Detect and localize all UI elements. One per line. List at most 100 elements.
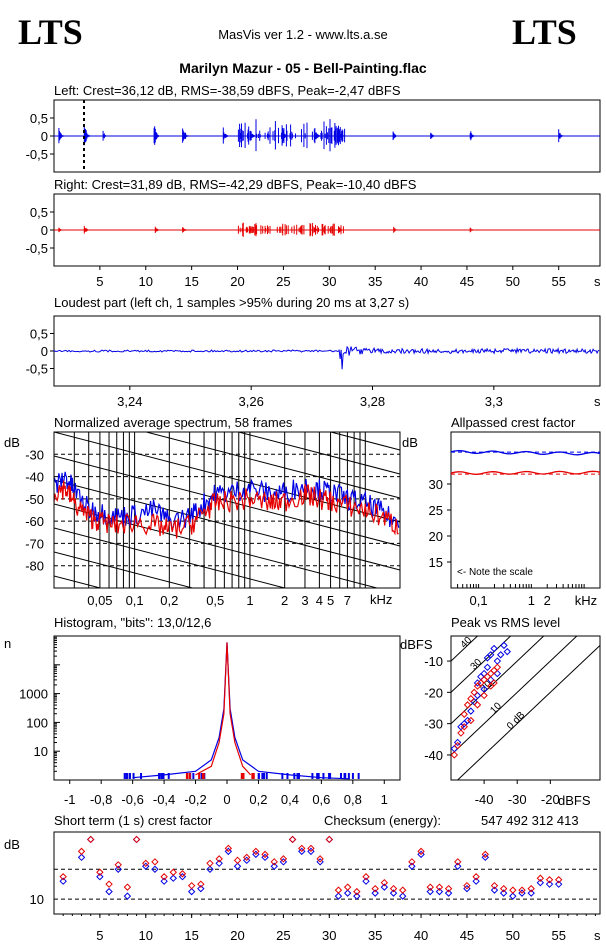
short-term-point-right [224,844,233,853]
right-waveform-ytick-label: 0 [41,223,48,238]
short-term-point-left [353,892,361,900]
short-term-point-right [206,859,214,868]
short-term-point-left [59,877,67,885]
spectrum-xtick-label: 7 [344,593,351,608]
loudest-xtick-label: 3,26 [239,394,264,409]
peak-rms-point-left [496,651,505,659]
peak-rms-point-right [490,666,498,675]
histogram-ytick-label: 1000 [19,687,48,702]
short-term-point-left [197,884,205,893]
checksum-value: 547 492 312 413 [481,813,579,828]
short-term-point-right [105,880,113,888]
short-term-point-right [261,850,269,859]
short-term-point-right [499,884,508,893]
right-waveform-signal [53,222,600,237]
peak-rms-point-right [451,751,459,759]
histogram-xtick-label: -0,6 [121,792,143,807]
short-term-point-right [279,855,288,863]
short-term-point-right [536,874,545,882]
peak-rms-point-left [490,644,498,653]
short-term-point-left [334,892,343,900]
peak-rms-point-right [460,710,468,718]
short-term-point-left [206,865,214,873]
checksum-label: Checksum (energy): [324,813,441,828]
short-term-point-right [472,873,480,881]
allpassed-series-left [450,449,601,456]
peak-rms-point-left [467,707,475,715]
short-term-point-left [499,889,508,897]
histogram-xtick-label: 0 [223,792,230,807]
short-term-xtick-label: 50 [506,928,520,943]
peak-rms-point-right [460,723,468,731]
peak-rms-point-left [451,744,459,753]
spectrum-plot-area [54,432,400,762]
histogram-ytick-label: 100 [26,715,48,730]
spectrum-ytick-label: -30 [25,447,44,462]
spectrum-slope-line [54,624,400,714]
short-term-crest-title: Short term (1 s) crest factor [54,813,213,828]
app-version: MasVis ver 1.2 - www.lts.a.se [218,27,388,42]
short-term-point-left [169,874,178,882]
short-term-point-left [408,862,416,870]
peak-rms-point-right [463,701,472,709]
spectrum-xtick-label: 1 [246,593,253,608]
short-term-point-right [160,873,168,881]
allpassed-crest-title: Allpassed crest factor [451,415,576,430]
short-term-frame [53,831,601,915]
peak-rms-ylabel: dBFS [400,637,433,652]
spectrum-xtick-label: 3 [301,593,308,608]
short-term-point-left [160,877,168,885]
allpassed-xtick-label: 1 [528,593,535,608]
short-term-point-left [554,880,563,888]
short-term-point-right [197,880,205,888]
short-term-point-left [270,862,278,870]
short-term-point-left [252,850,260,859]
allpassed-ylabel: dB [402,435,418,450]
peak-rms-diagonal [451,636,479,662]
short-term-point-left [444,889,453,897]
peak-rms-point-left [453,738,462,747]
short-term-point-right [380,878,389,887]
short-term-point-right [114,861,122,869]
short-term-point-left [536,878,545,887]
short-term-point-left [96,873,104,881]
spectrum-slope-line [144,432,400,499]
histogram-xtick-label: -0,8 [90,792,112,807]
peak-rms-diagonal [451,636,545,725]
spectrum-xtick-label: 4 [316,593,323,608]
short-term-point-right [307,844,315,853]
peak-rms-frame [450,635,601,781]
short-term-point-left [132,835,141,844]
right-waveform-xtick-label: 40 [414,274,428,289]
spectrum-slope-line [54,432,400,523]
short-term-point-right [490,881,499,890]
short-term-xtick-label: 30 [322,928,336,943]
histogram-xtick-label: 1 [381,792,388,807]
short-term-point-right [444,884,453,893]
peak-rms-point-left [493,657,502,665]
loudest-xtick-label: 3,24 [117,394,142,409]
histogram-xtick-label: 0,4 [281,792,299,807]
spectrum-slope-line [54,479,400,571]
right-waveform-ytick-label: 0,5 [30,205,48,220]
allpassed-ytick-label: 25 [429,503,443,518]
short-term-point-left [389,889,398,897]
short-term-point-right [178,870,187,878]
short-term-point-left [490,886,499,894]
peak-rms-point-left [503,647,511,656]
spectrum-slope-line [54,672,400,762]
short-term-point-left [86,835,95,844]
short-term-point-right [252,847,260,856]
short-term-point-right [151,858,159,866]
spectrum-slope-line [236,432,400,475]
short-term-point-right [334,886,343,894]
loudest-part-title: Loudest part (left ch, 1 samples >95% du… [54,295,409,310]
peak-rms-point-right [487,669,495,678]
short-term-point-left [224,847,233,856]
peak-rms-point-left [483,663,492,672]
short-term-point-right [187,881,196,890]
peak-rms-point-right [473,701,482,709]
short-term-point-right [325,835,334,844]
short-term-point-left [316,858,324,866]
